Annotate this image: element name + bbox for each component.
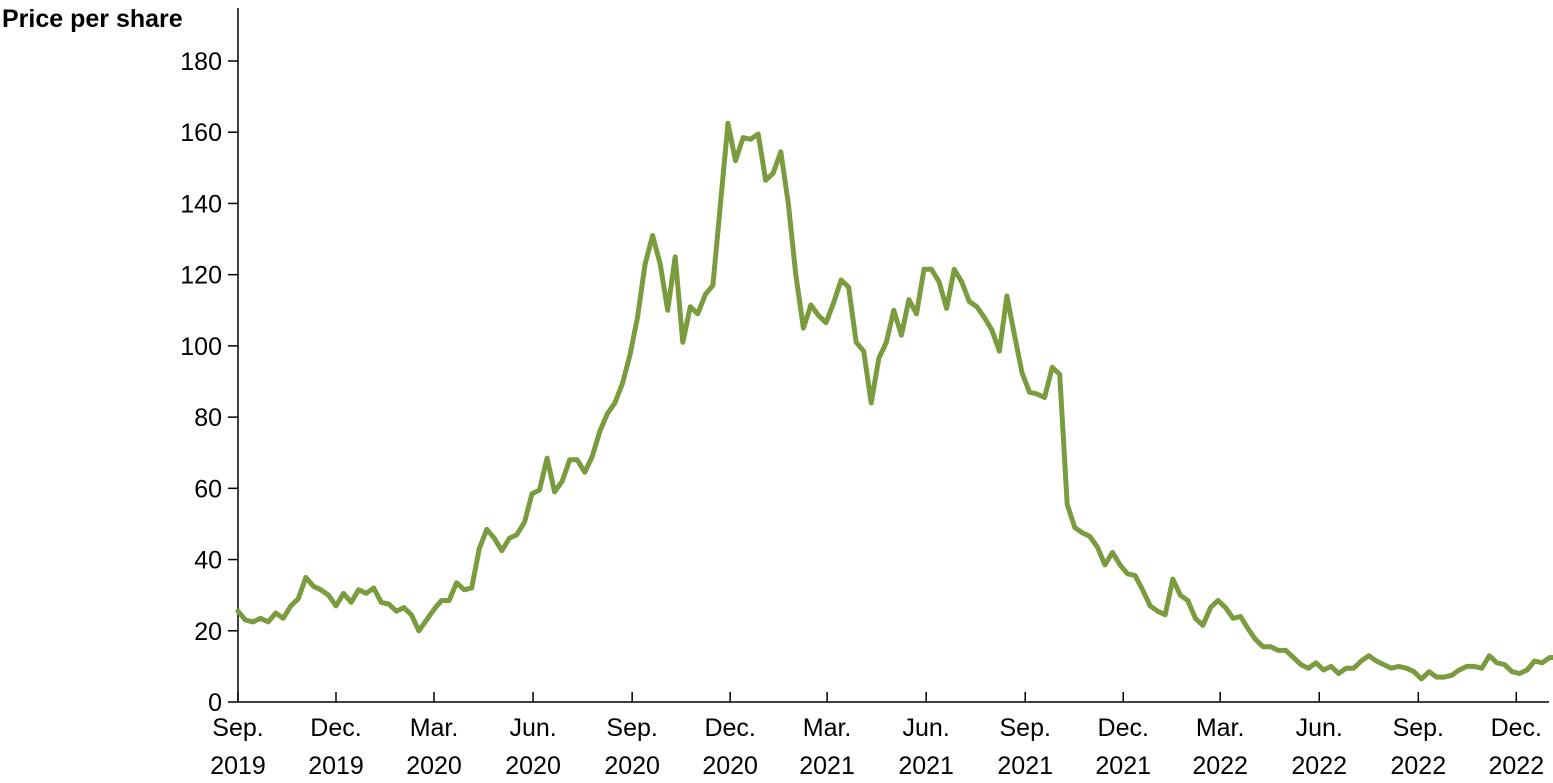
x-axis: Sep. 2019 Dec. 2019 Mar. 2020 Jun. 2020 Sep. 2020… [210,692,1549,780]
y-axis: 0 20 40 60 80 100 120 140 160 180 [180,8,239,717]
x-tick-month: Jun. [509,714,556,742]
y-tick-label: 140 [180,190,222,218]
x-tick-year: 2020 [702,752,758,780]
x-tick-year: 2020 [505,752,561,780]
x-tick-year: 2021 [799,752,855,780]
x-tick-month: Dec. [1098,714,1149,742]
series-layer [235,120,1553,682]
x-tick-month: Dec. [310,714,361,742]
y-tick-label: 120 [180,262,222,290]
series-line [235,120,1553,682]
x-tick-year: 2021 [1095,752,1151,780]
x-tick-month: Mar. [1196,714,1245,742]
x-tick-label: Jun. 2022 [1291,714,1347,780]
x-tick-label: Jun. 2021 [898,714,954,780]
x-tick-month: Jun. [1296,714,1343,742]
x-tick-year: 2019 [210,752,266,780]
x-tick-month: Sep. [212,714,263,742]
x-tick-month: Dec. [704,714,755,742]
x-tick-label: Dec. 2019 [308,714,364,780]
x-tick-month: Sep. [1393,714,1444,742]
x-tick-label: Sep. 2020 [604,714,660,780]
x-tick-label: Mar. 2022 [1192,714,1248,780]
x-tick-year: 2020 [406,752,462,780]
x-tick-month: Mar. [803,714,852,742]
y-axis-label: Price per share [2,5,183,33]
y-tick-label: 40 [194,547,222,575]
x-tick-year: 2022 [1488,752,1544,780]
y-tick-label: 20 [194,618,222,646]
y-tick-label: 60 [194,475,222,503]
x-tick-label: Jun. 2020 [505,714,561,780]
x-tick-year: 2022 [1291,752,1347,780]
x-tick-month: Sep. [1000,714,1051,742]
x-tick-year: 2021 [898,752,954,780]
y-tick-label: 180 [180,48,222,76]
x-tick-year: 2021 [997,752,1053,780]
x-tick-label: Dec. 2020 [702,714,758,780]
x-tick-month: Jun. [903,714,950,742]
x-tick-month: Dec. [1491,714,1542,742]
x-tick-label: Mar. 2020 [406,714,462,780]
x-tick-year: 2019 [308,752,364,780]
y-tick-label: 160 [180,119,222,147]
x-tick-label: Dec. 2022 [1488,714,1544,780]
x-tick-month: Sep. [606,714,657,742]
x-tick-year: 2022 [1192,752,1248,780]
y-tick-label: 100 [180,333,222,361]
x-tick-label: Sep. 2019 [210,714,266,780]
x-tick-label: Mar. 2021 [799,714,855,780]
y-tick-label: 0 [208,689,222,717]
x-tick-month: Mar. [410,714,459,742]
x-tick-label: Dec. 2021 [1095,714,1151,780]
x-tick-label: Sep. 2022 [1390,714,1446,780]
y-tick-label: 80 [194,404,222,432]
x-tick-year: 2020 [604,752,660,780]
x-tick-year: 2022 [1390,752,1446,780]
x-tick-label: Sep. 2021 [997,714,1053,780]
